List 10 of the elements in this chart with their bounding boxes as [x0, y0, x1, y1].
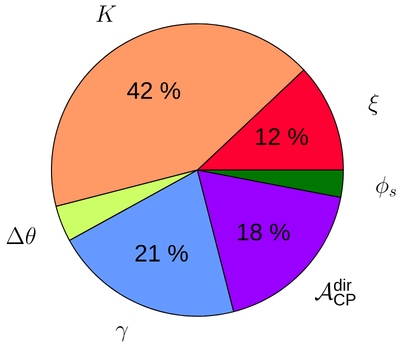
data-label: 42 %	[127, 82, 180, 100]
slice-label: $K$	[96, 6, 116, 22]
data-label: 12 %	[256, 128, 308, 146]
slice-label: $\phi_s$	[376, 176, 396, 198]
data-label: 21 %	[136, 244, 188, 262]
data-label: 18 %	[238, 224, 290, 241]
slice-label: $\gamma$	[116, 326, 128, 342]
slice-label: $\xi$	[368, 94, 379, 116]
slice-label: $\mathcal{A}_{\rm CP}^{\rm dir}$	[314, 278, 356, 306]
slice-label: $\Delta\theta$	[6, 227, 36, 244]
